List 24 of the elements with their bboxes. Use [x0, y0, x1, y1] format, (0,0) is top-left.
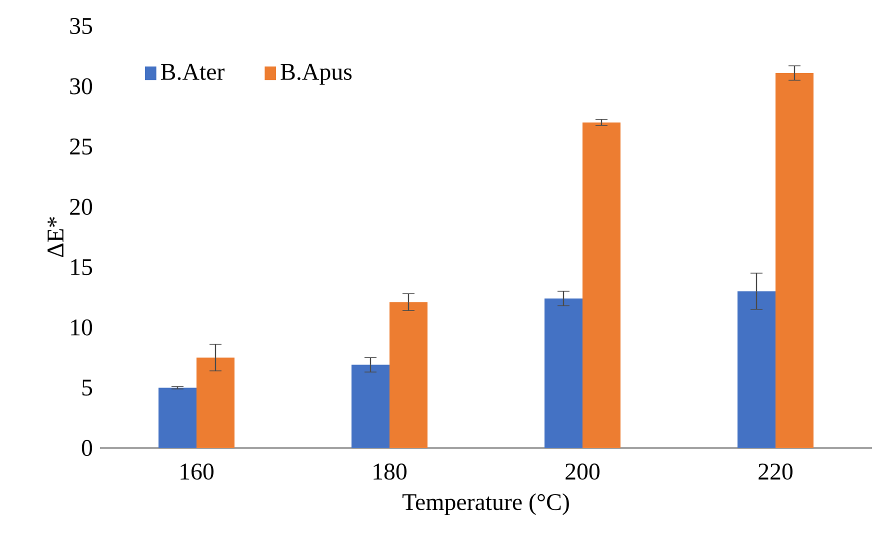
- bar: [390, 302, 428, 448]
- y-tick-label: 35: [70, 18, 92, 34]
- legend-label: B.Ater: [160, 64, 224, 80]
- x-tick-label: 220: [758, 464, 793, 480]
- bar: [582, 122, 620, 448]
- bar: [544, 298, 582, 448]
- bar: [738, 291, 776, 448]
- y-tick-label: 30: [70, 78, 92, 94]
- x-axis-title: Temperature (°C): [402, 493, 569, 516]
- legend-label: B.Apus: [280, 64, 352, 85]
- x-tick-label: 200: [566, 464, 600, 480]
- x-tick-label: 160: [180, 464, 214, 480]
- bar: [776, 73, 814, 448]
- x-tick-label: 180: [374, 464, 407, 480]
- bar: [352, 364, 390, 448]
- y-tick-label: 25: [70, 138, 92, 155]
- y-axis-title: ΔE*: [48, 217, 64, 258]
- y-tick-label: 10: [71, 319, 92, 336]
- bar: [196, 358, 234, 448]
- bar: [158, 388, 196, 448]
- y-tick-label: 15: [71, 259, 92, 276]
- y-tick-label: 5: [82, 380, 92, 396]
- y-tick-label: 0: [82, 440, 92, 456]
- y-tick-label: 20: [70, 198, 92, 215]
